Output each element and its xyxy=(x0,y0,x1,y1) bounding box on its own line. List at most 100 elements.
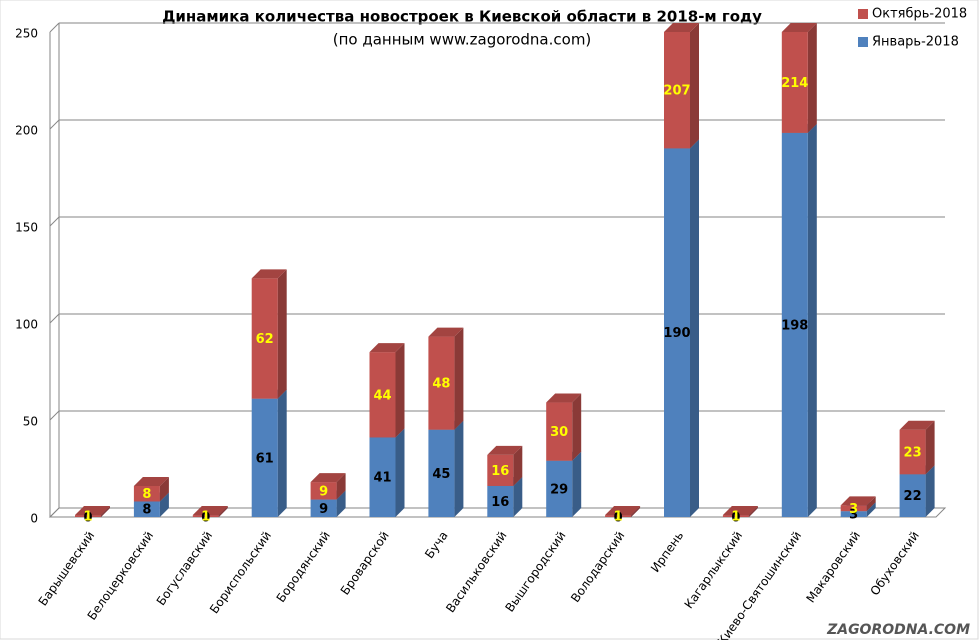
bar xyxy=(369,352,396,438)
bar-side xyxy=(513,445,523,486)
bar-top xyxy=(192,506,228,516)
bar xyxy=(310,499,337,517)
bar-top xyxy=(428,327,464,337)
bar xyxy=(899,429,926,475)
bar xyxy=(75,515,101,517)
legend-swatch xyxy=(858,9,868,19)
bar xyxy=(664,32,690,149)
bar-top xyxy=(664,23,699,32)
bar-side xyxy=(513,476,523,517)
data-label: 16 xyxy=(491,495,509,510)
data-label: 62 xyxy=(256,332,274,347)
grid-line xyxy=(49,313,60,324)
data-label: 30 xyxy=(550,425,568,440)
y-tick-label: 0 xyxy=(30,512,38,526)
bar-side xyxy=(925,420,935,475)
bar-side xyxy=(159,492,169,517)
y-tick-label: 50 xyxy=(23,415,38,429)
bar-side xyxy=(218,506,228,517)
bar xyxy=(546,460,573,517)
data-label: 48 xyxy=(432,377,450,392)
bar-side xyxy=(572,393,582,461)
chart-subtitle: (по данным www.zagorodna.com) xyxy=(333,31,592,49)
grid-line xyxy=(49,216,60,227)
bar-top xyxy=(722,506,758,516)
bar-side xyxy=(748,506,758,517)
y-tick-label: 100 xyxy=(15,318,38,332)
bar xyxy=(487,485,514,517)
data-label: 0 xyxy=(83,511,92,526)
bar xyxy=(605,515,632,517)
bar-side xyxy=(572,451,582,517)
bar xyxy=(781,132,808,517)
bar xyxy=(369,437,396,517)
bar-side xyxy=(454,327,464,430)
data-label: 1 xyxy=(614,510,623,525)
bar-top xyxy=(605,506,641,516)
bar-side xyxy=(690,139,699,517)
bar xyxy=(781,32,808,133)
data-label: 0 xyxy=(731,511,740,526)
data-label: 198 xyxy=(781,318,808,333)
grid-line xyxy=(49,410,60,421)
data-label: 3 xyxy=(849,502,858,517)
bar-top xyxy=(369,343,405,353)
legend-swatch xyxy=(858,37,868,47)
bar-side xyxy=(807,23,817,133)
bar-side xyxy=(866,502,876,517)
bar-side xyxy=(101,506,110,517)
data-label: 207 xyxy=(663,84,690,99)
bar xyxy=(133,501,160,517)
y-tick-label: 200 xyxy=(15,124,38,138)
bar-side xyxy=(925,465,935,517)
bar-side xyxy=(866,496,876,512)
y-tick-label: 150 xyxy=(15,221,38,235)
bar-side xyxy=(277,269,287,399)
data-label: 23 xyxy=(904,446,922,461)
bar-side xyxy=(454,420,464,517)
data-label: 45 xyxy=(432,467,450,482)
bar-side xyxy=(336,490,346,517)
bar xyxy=(192,515,219,517)
bar-side xyxy=(159,476,169,502)
bar xyxy=(428,336,455,430)
bar xyxy=(899,474,926,517)
bar-top xyxy=(781,23,817,32)
grid-line xyxy=(49,22,60,33)
bar-top xyxy=(75,506,110,516)
data-label: 0 xyxy=(201,511,210,526)
bar xyxy=(310,482,337,500)
data-label: 61 xyxy=(256,451,274,466)
bar xyxy=(840,511,867,517)
legend-label: Январь-2018 xyxy=(872,35,959,50)
bar xyxy=(487,454,514,486)
floor xyxy=(48,507,947,518)
bar-side xyxy=(807,123,817,517)
bar-top xyxy=(487,445,523,455)
bar xyxy=(428,429,455,517)
bar xyxy=(840,505,867,512)
data-label: 29 xyxy=(550,482,568,497)
bar-top xyxy=(310,473,346,483)
bar-top xyxy=(899,420,935,430)
chart-title: Динамика количества новостроек в Киевско… xyxy=(162,8,762,26)
data-label: 9 xyxy=(319,502,328,517)
bar xyxy=(133,485,160,502)
data-label: 8 xyxy=(142,503,151,518)
bar-side xyxy=(395,428,405,517)
data-label: 3 xyxy=(849,508,858,523)
bar xyxy=(722,515,749,517)
bar-top xyxy=(546,393,582,403)
bar-side xyxy=(395,343,405,438)
y-tick-label: 250 xyxy=(15,27,38,41)
bar-side xyxy=(690,23,699,149)
data-label: 1 xyxy=(83,510,92,525)
bar-top xyxy=(133,476,169,486)
bar-side xyxy=(277,389,287,517)
data-label: 190 xyxy=(663,326,690,341)
bar xyxy=(546,402,573,461)
bar-top xyxy=(251,269,287,279)
data-label: 9 xyxy=(319,484,328,499)
legend-label: Октябрь-2018 xyxy=(872,7,967,22)
